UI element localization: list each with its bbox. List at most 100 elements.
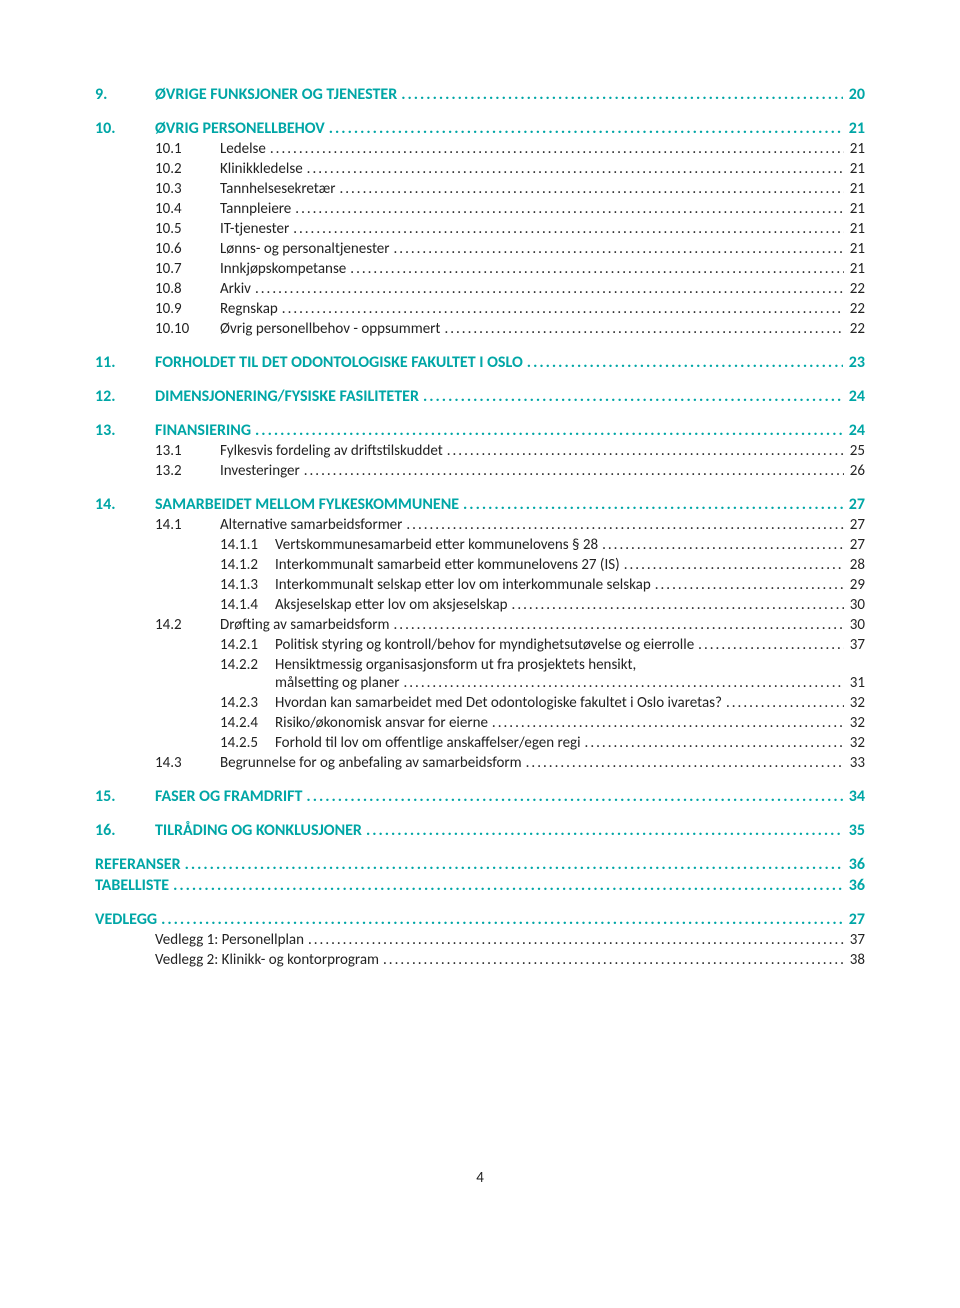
toc-page: 25 <box>844 442 865 460</box>
toc-number: 14.2.1 <box>95 636 275 654</box>
toc-number: 14.2.2 <box>95 656 275 674</box>
toc-leader-dots: ........................................… <box>401 85 843 104</box>
toc-page: 36 <box>843 876 865 895</box>
toc-number: 14.2 <box>95 616 220 634</box>
toc-entry: 15.FASER OG FRAMDRIFT...................… <box>95 787 865 806</box>
toc-entry: 13.1Fylkesvis fordeling av driftstilskud… <box>95 442 865 460</box>
toc-page: 33 <box>844 754 865 772</box>
toc-label: Begrunnelse for og anbefaling av samarbe… <box>220 754 526 772</box>
toc-page: 37 <box>844 636 865 654</box>
toc-label: TILRÅDING OG KONKLUSJONER <box>155 821 366 840</box>
toc-label: Vedlegg 2: Klinikk- og kontorprogram <box>155 951 383 969</box>
toc-number: 16. <box>95 821 155 840</box>
toc-leader-dots: ........................................… <box>255 421 843 440</box>
toc-label: DIMENSJONERING/FYSISKE FASILITETER <box>155 387 423 406</box>
toc-leader-dots: ........................................… <box>527 353 843 372</box>
toc-page: 32 <box>844 734 865 752</box>
toc-number: 10.9 <box>95 300 220 318</box>
toc-label: Aksjeselskap etter lov om aksjeselskap <box>275 596 512 614</box>
toc-entry: REFERANSER..............................… <box>95 855 865 874</box>
toc-leader-dots: ........................................… <box>307 160 844 178</box>
toc-number: 12. <box>95 387 155 406</box>
toc-entry: 10.1Ledelse.............................… <box>95 140 865 158</box>
toc-leader-dots: ........................................… <box>394 616 844 634</box>
toc-entry: Vedlegg 2: Klinikk- og kontorprogram....… <box>95 951 865 969</box>
toc-number: 10.2 <box>95 160 220 178</box>
toc-leader-dots: ........................................… <box>161 910 843 929</box>
toc-number: 9. <box>95 85 155 104</box>
toc-entry: 10.2Klinikkledelse......................… <box>95 160 865 178</box>
toc-label: Regnskap <box>220 300 282 318</box>
toc-page: 21 <box>844 220 865 238</box>
toc-number: 14.1 <box>95 516 220 534</box>
toc-leader-dots: ........................................… <box>423 387 843 406</box>
toc-page: 30 <box>844 596 865 614</box>
toc-leader-dots: ........................................… <box>282 300 844 318</box>
table-of-contents: 9.ØVRIGE FUNKSJONER OG TJENESTER........… <box>95 85 865 969</box>
toc-entry: 14.1Alternative samarbeidsformer........… <box>95 516 865 534</box>
toc-page: 27 <box>844 516 865 534</box>
toc-page: 21 <box>844 260 865 278</box>
toc-label: Vertskommunesamarbeid etter kommuneloven… <box>275 536 602 554</box>
toc-page: 34 <box>843 787 865 806</box>
toc-leader-dots: ........................................… <box>383 951 844 969</box>
toc-leader-dots: ........................................… <box>602 536 844 554</box>
toc-label: Ledelse <box>220 140 270 158</box>
toc-page: 27 <box>844 536 865 554</box>
toc-leader-dots: ........................................… <box>339 180 843 198</box>
toc-entry: 14.1.1Vertskommunesamarbeid etter kommun… <box>95 536 865 554</box>
toc-number: 14.1.2 <box>95 556 275 574</box>
toc-number: 14.1.4 <box>95 596 275 614</box>
toc-page: 24 <box>843 421 865 440</box>
toc-leader-dots: ........................................… <box>304 462 844 480</box>
toc-page: 26 <box>844 462 865 480</box>
toc-number: 13. <box>95 421 155 440</box>
toc-entry: 10.5IT-tjenester........................… <box>95 220 865 238</box>
toc-entry: 14.2.2Hensiktmessig organisasjonsform ut… <box>95 656 865 674</box>
toc-leader-dots: ........................................… <box>329 119 843 138</box>
toc-entry: 13.2Investeringer.......................… <box>95 462 865 480</box>
toc-number: 10.5 <box>95 220 220 238</box>
toc-entry: 14.2.1Politisk styring og kontroll/behov… <box>95 636 865 654</box>
toc-page: 28 <box>844 556 865 574</box>
toc-label: Interkommunalt samarbeid etter kommunelo… <box>275 556 624 574</box>
toc-entry: 14.2.5Forhold til lov om offentlige ansk… <box>95 734 865 752</box>
toc-page: 38 <box>844 951 865 969</box>
toc-label: SAMARBEIDET MELLOM FYLKESKOMMUNENE <box>155 495 463 514</box>
toc-entry: 14.2.3Hvordan kan samarbeidet med Det od… <box>95 694 865 712</box>
toc-entry: 16.TILRÅDING OG KONKLUSJONER............… <box>95 821 865 840</box>
toc-entry: 10.8Arkiv...............................… <box>95 280 865 298</box>
toc-page: 31 <box>844 674 865 692</box>
toc-page: 23 <box>843 353 865 372</box>
toc-leader-dots: ........................................… <box>447 442 844 460</box>
toc-label: Alternative samarbeidsformer <box>220 516 406 534</box>
toc-label: Politisk styring og kontroll/behov for m… <box>275 636 698 654</box>
toc-page: 22 <box>844 320 865 338</box>
toc-entry: 13.FINANSIERING.........................… <box>95 421 865 440</box>
toc-label: Arkiv <box>220 280 255 298</box>
toc-entry: 14.1.3Interkommunalt selskap etter lov o… <box>95 576 865 594</box>
toc-label: IT-tjenester <box>220 220 293 238</box>
toc-leader-dots: ........................................… <box>173 876 843 895</box>
toc-number: 14. <box>95 495 155 514</box>
toc-label: Tannpleiere <box>220 200 295 218</box>
toc-leader-dots: ........................................… <box>526 754 844 772</box>
toc-leader-dots: ........................................… <box>512 596 844 614</box>
toc-leader-dots: ........................................… <box>698 636 844 654</box>
toc-entry: 10.9Regnskap............................… <box>95 300 865 318</box>
toc-entry: målsetting og planer....................… <box>95 674 865 692</box>
toc-page: 35 <box>843 821 865 840</box>
toc-entry: 14.2Drøfting av samarbeidsform..........… <box>95 616 865 634</box>
toc-entry: 11.FORHOLDET TIL DET ODONTOLOGISKE FAKUL… <box>95 353 865 372</box>
toc-entry: VEDLEGG.................................… <box>95 910 865 929</box>
toc-entry: 14.1.4Aksjeselskap etter lov om aksjesel… <box>95 596 865 614</box>
toc-label: TABELLISTE <box>95 876 173 895</box>
toc-entry: 10.7Innkjøpskompetanse..................… <box>95 260 865 278</box>
toc-page: 32 <box>844 714 865 732</box>
toc-entry: 12.DIMENSJONERING/FYSISKE FASILITETER...… <box>95 387 865 406</box>
toc-leader-dots: ........................................… <box>255 280 844 298</box>
toc-leader-dots: ........................................… <box>624 556 844 574</box>
toc-label: Fylkesvis fordeling av driftstilskuddet <box>220 442 447 460</box>
toc-page: 20 <box>843 85 865 104</box>
toc-label: FINANSIERING <box>155 421 255 440</box>
